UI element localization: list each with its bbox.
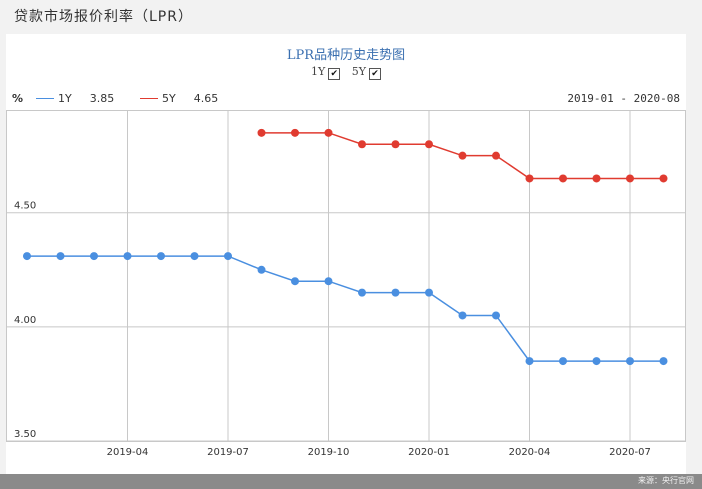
- legend-1y-name: 1Y: [58, 92, 72, 105]
- x-tick-label: 2019-07: [207, 447, 249, 458]
- data-point-5y: [257, 128, 266, 137]
- data-point-1y: [358, 288, 366, 297]
- data-point-1y: [291, 277, 299, 286]
- data-point-1y: [257, 265, 266, 274]
- data-point-1y: [458, 311, 467, 320]
- data-point-5y: [324, 128, 333, 137]
- page-title: 贷款市场报价利率（LPR）: [14, 9, 193, 25]
- footer-bar: 来源：央行官网: [0, 474, 702, 489]
- data-point-5y: [291, 128, 299, 137]
- legend-1y-swatch: [36, 98, 54, 99]
- legend-5y-name: 5Y: [162, 92, 176, 105]
- date-range: 2019-01 - 2020-08: [567, 92, 680, 105]
- x-tick-label: 2020-04: [509, 447, 551, 458]
- data-point-1y: [23, 252, 31, 261]
- series-toggles: 1Y ✔ 5Y ✔: [6, 65, 686, 80]
- data-point-5y: [458, 151, 467, 160]
- data-point-5y: [391, 140, 400, 149]
- data-point-1y: [157, 252, 165, 261]
- toggle-1y-label: 1Y: [310, 65, 326, 78]
- chart-title: LPR品种历史走势图: [286, 48, 406, 63]
- data-point-1y: [391, 288, 400, 297]
- toggle-1y[interactable]: 1Y ✔: [310, 65, 341, 80]
- data-point-1y: [224, 252, 232, 261]
- legend-1y: 1Y 3.85: [36, 92, 114, 105]
- data-point-5y: [659, 174, 668, 183]
- plot-frame: [6, 110, 686, 442]
- toggle-5y[interactable]: 5Y ✔: [351, 65, 382, 80]
- data-point-5y: [492, 151, 500, 160]
- checkbox-5y[interactable]: ✔: [369, 68, 382, 80]
- data-point-5y: [559, 174, 567, 183]
- data-point-1y: [324, 277, 333, 286]
- y-tick-label: 4.50: [14, 201, 36, 212]
- series-line-1y: [27, 255, 664, 362]
- toggle-5y-label: 5Y: [351, 65, 367, 78]
- y-tick-label: 4.00: [14, 315, 36, 326]
- data-point-1y: [525, 357, 534, 366]
- x-tick-label: 2020-07: [609, 447, 651, 458]
- data-point-1y: [56, 252, 65, 261]
- legend-row: % 1Y 3.85 5Y 4.65 2019-01 - 2020-08: [6, 92, 686, 108]
- x-tick-label: 2020-01: [408, 447, 450, 458]
- data-point-1y: [425, 288, 433, 297]
- data-point-1y: [90, 252, 98, 261]
- unit-label: %: [12, 92, 24, 105]
- data-point-1y: [123, 252, 132, 261]
- data-point-1y: [626, 357, 634, 366]
- data-point-1y: [659, 357, 668, 366]
- x-tick-label: 2019-10: [308, 447, 350, 458]
- source-note: 来源：央行官网: [638, 476, 694, 485]
- checkbox-1y[interactable]: ✔: [328, 68, 341, 80]
- data-point-1y: [592, 357, 601, 366]
- legend-1y-value: 3.85: [89, 92, 115, 105]
- data-point-5y: [425, 140, 433, 149]
- data-point-5y: [626, 174, 634, 183]
- data-point-5y: [592, 174, 601, 183]
- legend-5y: 5Y 4.65: [140, 92, 218, 105]
- legend-5y-value: 4.65: [193, 92, 219, 105]
- data-point-1y: [559, 357, 567, 366]
- data-point-5y: [358, 140, 366, 149]
- chart-panel: LPR品种历史走势图 1Y ✔ 5Y ✔ % 1Y 3.85 5Y 4.65 2019-…: [6, 34, 686, 474]
- x-tick-label: 2019-04: [107, 447, 149, 458]
- data-point-5y: [525, 174, 534, 183]
- data-point-1y: [190, 252, 199, 261]
- y-tick-label: 3.50: [14, 429, 36, 440]
- data-point-1y: [492, 311, 500, 320]
- lpr-line-chart: 3.50 4.00 4.50 2019-04 2019-07 2019-10 2020-01…: [6, 110, 686, 458]
- legend-5y-swatch: [140, 98, 158, 99]
